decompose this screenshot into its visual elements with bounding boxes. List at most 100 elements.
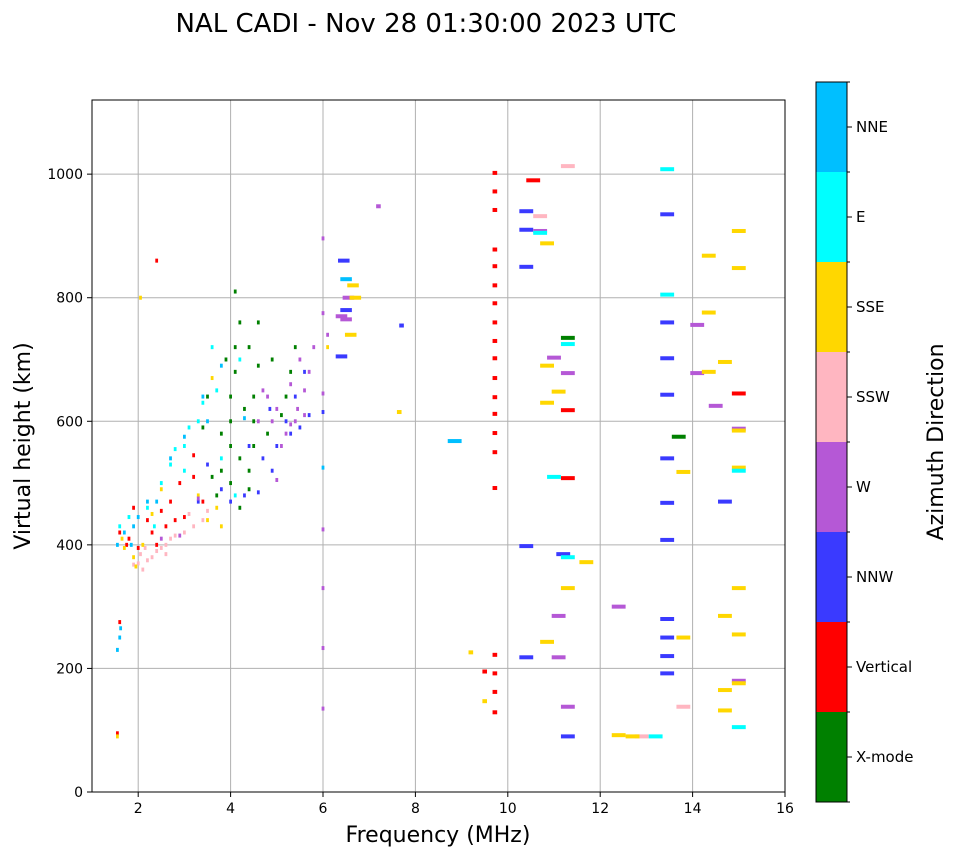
data-point-vertical bbox=[492, 264, 498, 269]
data-point-e bbox=[127, 515, 131, 520]
data-point-sse bbox=[551, 389, 566, 394]
colorbar: X-mode Vertical NNW W SSW SSE E NNE bbox=[815, 81, 913, 803]
data-point-nnw bbox=[660, 617, 675, 621]
data-point-x-mode bbox=[289, 369, 293, 374]
data-point-sse bbox=[676, 469, 691, 474]
data-point-x-mode bbox=[247, 345, 251, 350]
data-point-ssw bbox=[143, 545, 147, 550]
data-point-nnw bbox=[660, 500, 675, 505]
data-point-nne bbox=[129, 542, 133, 547]
data-point-sse bbox=[132, 555, 135, 560]
data-point-e bbox=[660, 167, 675, 172]
data-point-w bbox=[340, 317, 352, 322]
data-point-sse bbox=[731, 266, 746, 271]
x-tick-label: 4 bbox=[226, 801, 235, 817]
data-point-nnw bbox=[289, 431, 293, 436]
data-point-nnw bbox=[718, 499, 732, 504]
data-point-x-mode bbox=[284, 394, 288, 399]
data-point-x-mode bbox=[229, 394, 232, 399]
data-point-ssw bbox=[634, 734, 649, 739]
data-point-vertical bbox=[150, 530, 154, 535]
data-point-sse bbox=[579, 560, 594, 565]
data-point-sse bbox=[718, 359, 732, 364]
data-point-w bbox=[611, 604, 626, 609]
colorbar-tick-label: E bbox=[856, 208, 865, 226]
data-point-x-mode bbox=[238, 456, 242, 461]
data-point-sse bbox=[718, 688, 732, 693]
data-point-nne bbox=[122, 530, 126, 535]
data-point-nne bbox=[243, 416, 246, 421]
data-point-ssw bbox=[169, 536, 172, 541]
data-point-sse bbox=[347, 283, 359, 288]
data-point-nnw bbox=[660, 635, 675, 640]
data-point-nne bbox=[447, 439, 462, 444]
colorbar-tick-label: X-mode bbox=[856, 748, 913, 766]
data-point-sse bbox=[134, 564, 138, 569]
data-point-w bbox=[547, 355, 561, 360]
data-point-w bbox=[321, 311, 325, 316]
colorbar-segment-vertical bbox=[816, 622, 847, 712]
data-point-vertical bbox=[560, 476, 575, 481]
colorbar-tick-label: NNW bbox=[856, 568, 893, 586]
data-point-nnw bbox=[206, 462, 209, 467]
data-point-e bbox=[560, 555, 575, 560]
data-point-ssw bbox=[139, 552, 142, 557]
data-point-nne bbox=[116, 542, 119, 547]
data-point-sse bbox=[196, 493, 200, 498]
colorbar-segment-ssw bbox=[816, 352, 847, 442]
data-point-sse bbox=[731, 465, 746, 470]
y-tick-label: 800 bbox=[56, 291, 83, 307]
data-point-sse bbox=[468, 650, 474, 655]
data-point-sse bbox=[701, 369, 716, 374]
data-point-vertical bbox=[132, 505, 135, 510]
data-point-vertical bbox=[492, 431, 498, 436]
data-point-vertical bbox=[492, 207, 498, 212]
data-point-nnw bbox=[247, 444, 251, 448]
data-point-w bbox=[270, 419, 274, 424]
data-point-nne bbox=[146, 499, 149, 504]
data-point-nne bbox=[340, 277, 352, 282]
data-point-x-mode bbox=[238, 320, 242, 325]
data-point-w bbox=[560, 704, 575, 709]
data-point-ssw bbox=[173, 533, 177, 538]
data-point-nnw bbox=[335, 354, 348, 359]
data-point-nnw bbox=[338, 258, 350, 263]
data-point-nne bbox=[155, 499, 159, 504]
colorbar-tick-label: Vertical bbox=[856, 658, 912, 676]
data-point-x-mode bbox=[280, 413, 283, 418]
data-point-nnw bbox=[556, 552, 571, 557]
data-point-nnw bbox=[275, 444, 279, 448]
y-tick-label: 1000 bbox=[47, 167, 83, 183]
data-point-nne bbox=[321, 465, 325, 470]
data-point-nnw bbox=[340, 308, 352, 313]
data-point-sse bbox=[159, 487, 163, 492]
colorbar-tick-label: SSE bbox=[856, 298, 885, 316]
data-point-nnw bbox=[219, 487, 223, 492]
data-point-nnw bbox=[660, 671, 675, 676]
data-point-w bbox=[321, 391, 325, 396]
data-point-ssw bbox=[159, 545, 163, 550]
data-point-nnw bbox=[519, 209, 534, 214]
data-point-e bbox=[210, 345, 214, 350]
data-point-nnw bbox=[298, 425, 302, 430]
data-point-w bbox=[312, 345, 316, 350]
data-point-x-mode bbox=[229, 444, 232, 448]
data-point-e bbox=[648, 734, 663, 739]
data-point-e bbox=[731, 468, 746, 473]
data-point-ssw bbox=[676, 704, 691, 709]
data-point-vertical bbox=[116, 731, 119, 736]
data-point-ssw bbox=[192, 524, 196, 529]
data-point-x-mode bbox=[210, 474, 214, 479]
data-point-vertical bbox=[155, 258, 159, 263]
data-point-sse bbox=[206, 518, 209, 523]
data-point-sse bbox=[540, 639, 554, 644]
y-tick-label: 200 bbox=[56, 661, 83, 677]
data-point-e bbox=[118, 524, 122, 529]
data-point-w bbox=[321, 236, 325, 241]
data-point-vertical bbox=[492, 189, 498, 194]
data-point-sse bbox=[482, 699, 488, 704]
data-point-e bbox=[187, 425, 191, 430]
data-point-w bbox=[289, 382, 293, 387]
y-tick-label: 0 bbox=[74, 785, 83, 801]
data-point-w bbox=[551, 613, 566, 618]
